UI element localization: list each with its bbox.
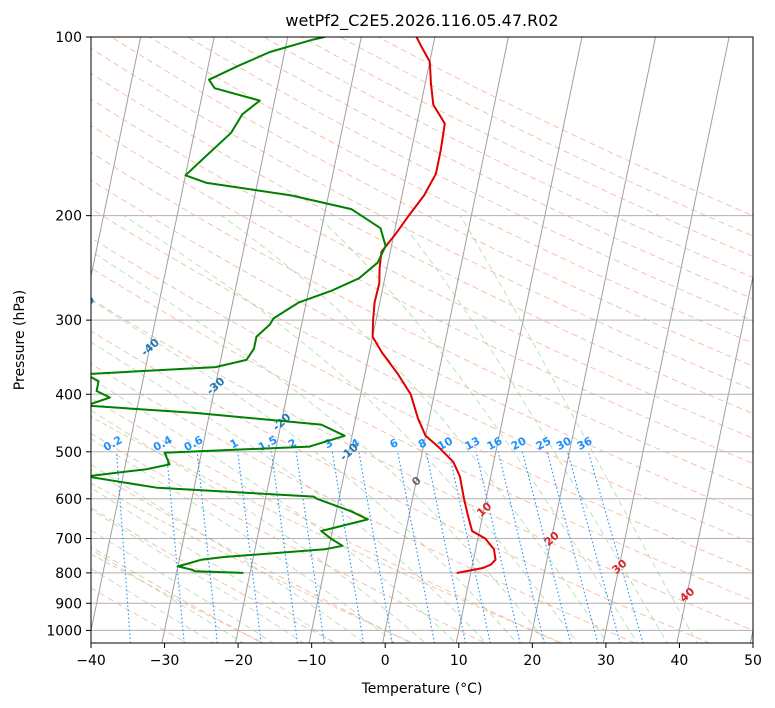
- mixing-ratio-label: 30: [554, 434, 574, 453]
- y-tick-label: 200: [55, 209, 82, 225]
- isotherm-line: [161, 37, 289, 643]
- y-tick-label: 700: [55, 532, 82, 548]
- x-tick-label: 50: [744, 653, 762, 669]
- moist-adiabat: [91, 549, 245, 643]
- y-axis-label: Pressure (hPa): [12, 290, 28, 390]
- mixing-ratio-line: [448, 451, 491, 643]
- moist-adiabat: [91, 509, 305, 643]
- mixing-ratio-line: [521, 451, 572, 643]
- y-tick-label: 600: [55, 492, 82, 508]
- dry-adiabat: [91, 469, 412, 643]
- moist-adiabat: [396, 215, 668, 643]
- dry-adiabat: [301, 37, 753, 257]
- isotherm-line: [308, 37, 436, 643]
- background-lines: [91, 37, 753, 643]
- dry-adiabat: [148, 37, 753, 344]
- chart-title: wetPf2_C2E5.2026.116.05.47.R02: [285, 11, 558, 31]
- dry-adiabat: [91, 72, 753, 415]
- mixing-ratio-line: [497, 451, 545, 643]
- x-tick-label: 10: [450, 653, 468, 669]
- isotherm-line: [382, 37, 509, 643]
- x-axis-ticks: −40 −30 −20 −10 0 10 20 30 40 50: [76, 643, 762, 669]
- dry-adiabat: [91, 330, 711, 643]
- dry-adiabat: [224, 37, 753, 300]
- mixing-ratio-line: [587, 451, 644, 643]
- temperature-profile-line: [371, 37, 497, 574]
- x-axis-label: Temperature (°C): [361, 681, 483, 697]
- dry-adiabat: [262, 37, 753, 279]
- moist-adiabat: [123, 215, 578, 643]
- isotherm-line: [676, 273, 753, 643]
- isotherm-line: [455, 37, 583, 643]
- dry-adiabat: [91, 507, 338, 643]
- dry-adiabat: [110, 37, 753, 367]
- dry-adiabat: [91, 47, 753, 391]
- moist-adiabat: [316, 215, 638, 643]
- isotherm-line: [234, 37, 362, 643]
- x-tick-label: −30: [150, 653, 180, 669]
- profiles: [91, 37, 497, 574]
- dry-adiabat: [91, 98, 753, 439]
- mixing-ratio-label: 16: [485, 434, 505, 453]
- mixing-ratio-line: [425, 451, 467, 643]
- grid: [91, 37, 753, 643]
- mixing-ratio-line: [546, 451, 599, 643]
- mixing-ratio-label: 36: [575, 434, 595, 453]
- dry-adiabat: [91, 416, 564, 643]
- dry-adiabat: [91, 363, 636, 643]
- mixing-ratio-label: 20: [509, 434, 529, 453]
- moist-adiabat: [91, 438, 396, 643]
- dewpoint-profile-line: [91, 37, 387, 574]
- y-axis-ticks: 100 200 300 400 500 600 700 800 900 1000: [46, 30, 91, 639]
- x-tick-label: 0: [381, 653, 390, 669]
- x-tick-label: 30: [597, 653, 615, 669]
- isotherm-line: [602, 37, 730, 643]
- y-tick-label: 400: [55, 387, 82, 403]
- dry-adiabat: [91, 151, 753, 490]
- isotherm-label: -50: [74, 293, 98, 316]
- y-tick-label: 1000: [46, 623, 82, 639]
- isotherm-line: [91, 37, 215, 633]
- moist-adiabat: [91, 409, 427, 643]
- y-tick-label: 300: [55, 313, 82, 329]
- x-tick-label: −40: [76, 653, 106, 669]
- y-tick-label: 100: [55, 30, 82, 46]
- isotherm-line: [529, 37, 657, 643]
- y-tick-label: 500: [55, 445, 82, 461]
- mixing-ratio-label: 13: [463, 434, 483, 453]
- moist-adiabat: [91, 341, 488, 643]
- x-tick-label: 20: [523, 653, 541, 669]
- mixing-ratio-line: [475, 451, 521, 643]
- dry-adiabat: [91, 237, 753, 573]
- moist-adiabat: [91, 250, 548, 643]
- moist-adiabat: [91, 567, 215, 643]
- moist-adiabat: [91, 529, 275, 643]
- moist-adiabat: [91, 463, 366, 643]
- plot-frame: [90, 36, 754, 644]
- dry-adiabat: [91, 124, 753, 464]
- x-tick-label: −10: [297, 653, 327, 669]
- dry-adiabat: [91, 397, 561, 643]
- x-tick-label: 40: [671, 653, 689, 669]
- x-tick-label: −20: [223, 653, 253, 669]
- mixing-ratio-line: [567, 451, 621, 643]
- mixing-ratio-line: [397, 451, 436, 643]
- mixing-ratio-label: 25: [534, 434, 554, 453]
- y-tick-label: 900: [55, 596, 82, 612]
- moist-adiabat: [91, 299, 518, 643]
- dry-adiabat: [186, 37, 753, 322]
- moist-adiabat: [221, 215, 608, 643]
- isotherm-line: [91, 37, 142, 279]
- y-tick-label: 800: [55, 566, 82, 582]
